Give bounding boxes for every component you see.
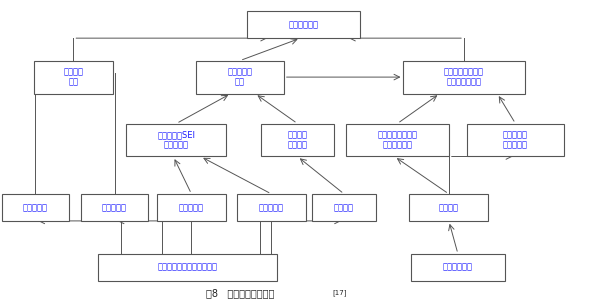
FancyBboxPatch shape <box>248 11 359 38</box>
Text: 活性锂消耗: 活性锂消耗 <box>22 203 48 212</box>
Text: 电极膨胀: 电极膨胀 <box>439 203 459 212</box>
FancyBboxPatch shape <box>261 123 334 157</box>
FancyBboxPatch shape <box>81 194 148 221</box>
Text: 电池内部
气压增加: 电池内部 气压增加 <box>288 130 307 150</box>
FancyBboxPatch shape <box>196 61 284 94</box>
Text: 电池内部组件之间
电导能力的降低: 电池内部组件之间 电导能力的降低 <box>444 67 484 87</box>
Text: 机械应力变化: 机械应力变化 <box>443 263 473 272</box>
FancyBboxPatch shape <box>411 254 505 281</box>
Text: 电极与集液体之间
的粘结性下降: 电极与集液体之间 的粘结性下降 <box>378 130 418 150</box>
Text: [17]: [17] <box>333 290 347 296</box>
Text: 图8   电池衰减的机理图: 图8 电池衰减的机理图 <box>206 288 274 298</box>
Text: 电解液还原: 电解液还原 <box>259 203 284 212</box>
Text: 气体产生: 气体产生 <box>334 203 354 212</box>
FancyBboxPatch shape <box>312 194 376 221</box>
Text: 电池容量衰减: 电池容量衰减 <box>288 20 319 29</box>
FancyBboxPatch shape <box>237 194 306 221</box>
FancyBboxPatch shape <box>467 123 564 157</box>
FancyBboxPatch shape <box>2 194 69 221</box>
Text: 电极与电解液之间的副反应: 电极与电解液之间的副反应 <box>157 263 217 272</box>
FancyBboxPatch shape <box>346 123 449 157</box>
Text: 电极与表面SEI
膜厚度增加: 电极与表面SEI 膜厚度增加 <box>157 130 195 150</box>
FancyBboxPatch shape <box>157 194 226 221</box>
FancyBboxPatch shape <box>98 254 277 281</box>
FancyBboxPatch shape <box>126 123 226 157</box>
Text: 不可溶产物: 不可溶产物 <box>179 203 204 212</box>
Text: 电池阻抗的
增加: 电池阻抗的 增加 <box>228 67 253 87</box>
FancyBboxPatch shape <box>410 194 488 221</box>
Text: 电极的粉化: 电极的粉化 <box>102 203 127 212</box>
FancyBboxPatch shape <box>404 61 524 94</box>
FancyBboxPatch shape <box>34 61 113 94</box>
Text: 活性材料
减少: 活性材料 减少 <box>63 67 83 87</box>
Text: 颗粒之间的
导电性降低: 颗粒之间的 导电性降低 <box>503 130 528 150</box>
